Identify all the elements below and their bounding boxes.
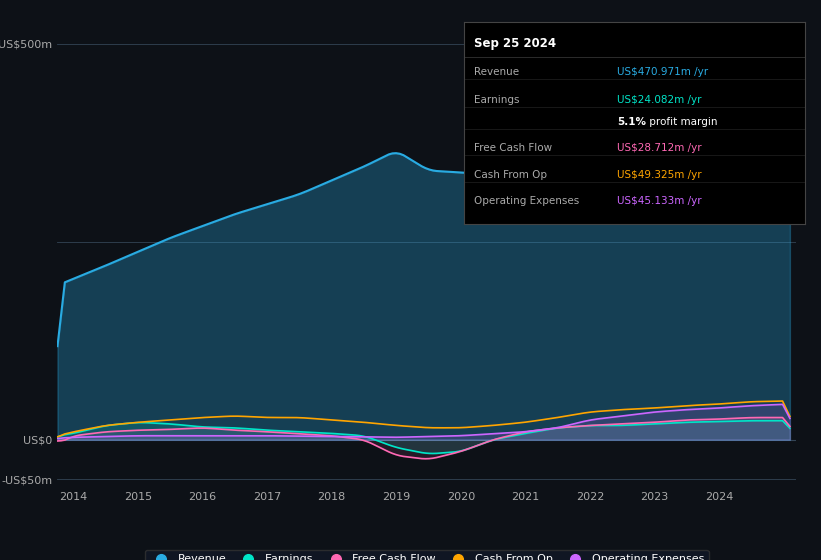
Text: Earnings: Earnings [474, 95, 520, 105]
Legend: Revenue, Earnings, Free Cash Flow, Cash From Op, Operating Expenses: Revenue, Earnings, Free Cash Flow, Cash … [145, 550, 709, 560]
Text: Revenue: Revenue [474, 67, 519, 77]
Text: US$45.133m /yr: US$45.133m /yr [617, 196, 702, 206]
Text: Cash From Op: Cash From Op [474, 170, 547, 180]
Text: US$49.325m /yr: US$49.325m /yr [617, 170, 702, 180]
Text: Free Cash Flow: Free Cash Flow [474, 143, 553, 153]
Text: profit margin: profit margin [646, 117, 718, 127]
Text: US$28.712m /yr: US$28.712m /yr [617, 143, 702, 153]
Text: Operating Expenses: Operating Expenses [474, 196, 580, 206]
Text: 5.1%: 5.1% [617, 117, 646, 127]
Text: US$24.082m /yr: US$24.082m /yr [617, 95, 702, 105]
Text: Sep 25 2024: Sep 25 2024 [474, 36, 556, 49]
Text: US$470.971m /yr: US$470.971m /yr [617, 67, 709, 77]
